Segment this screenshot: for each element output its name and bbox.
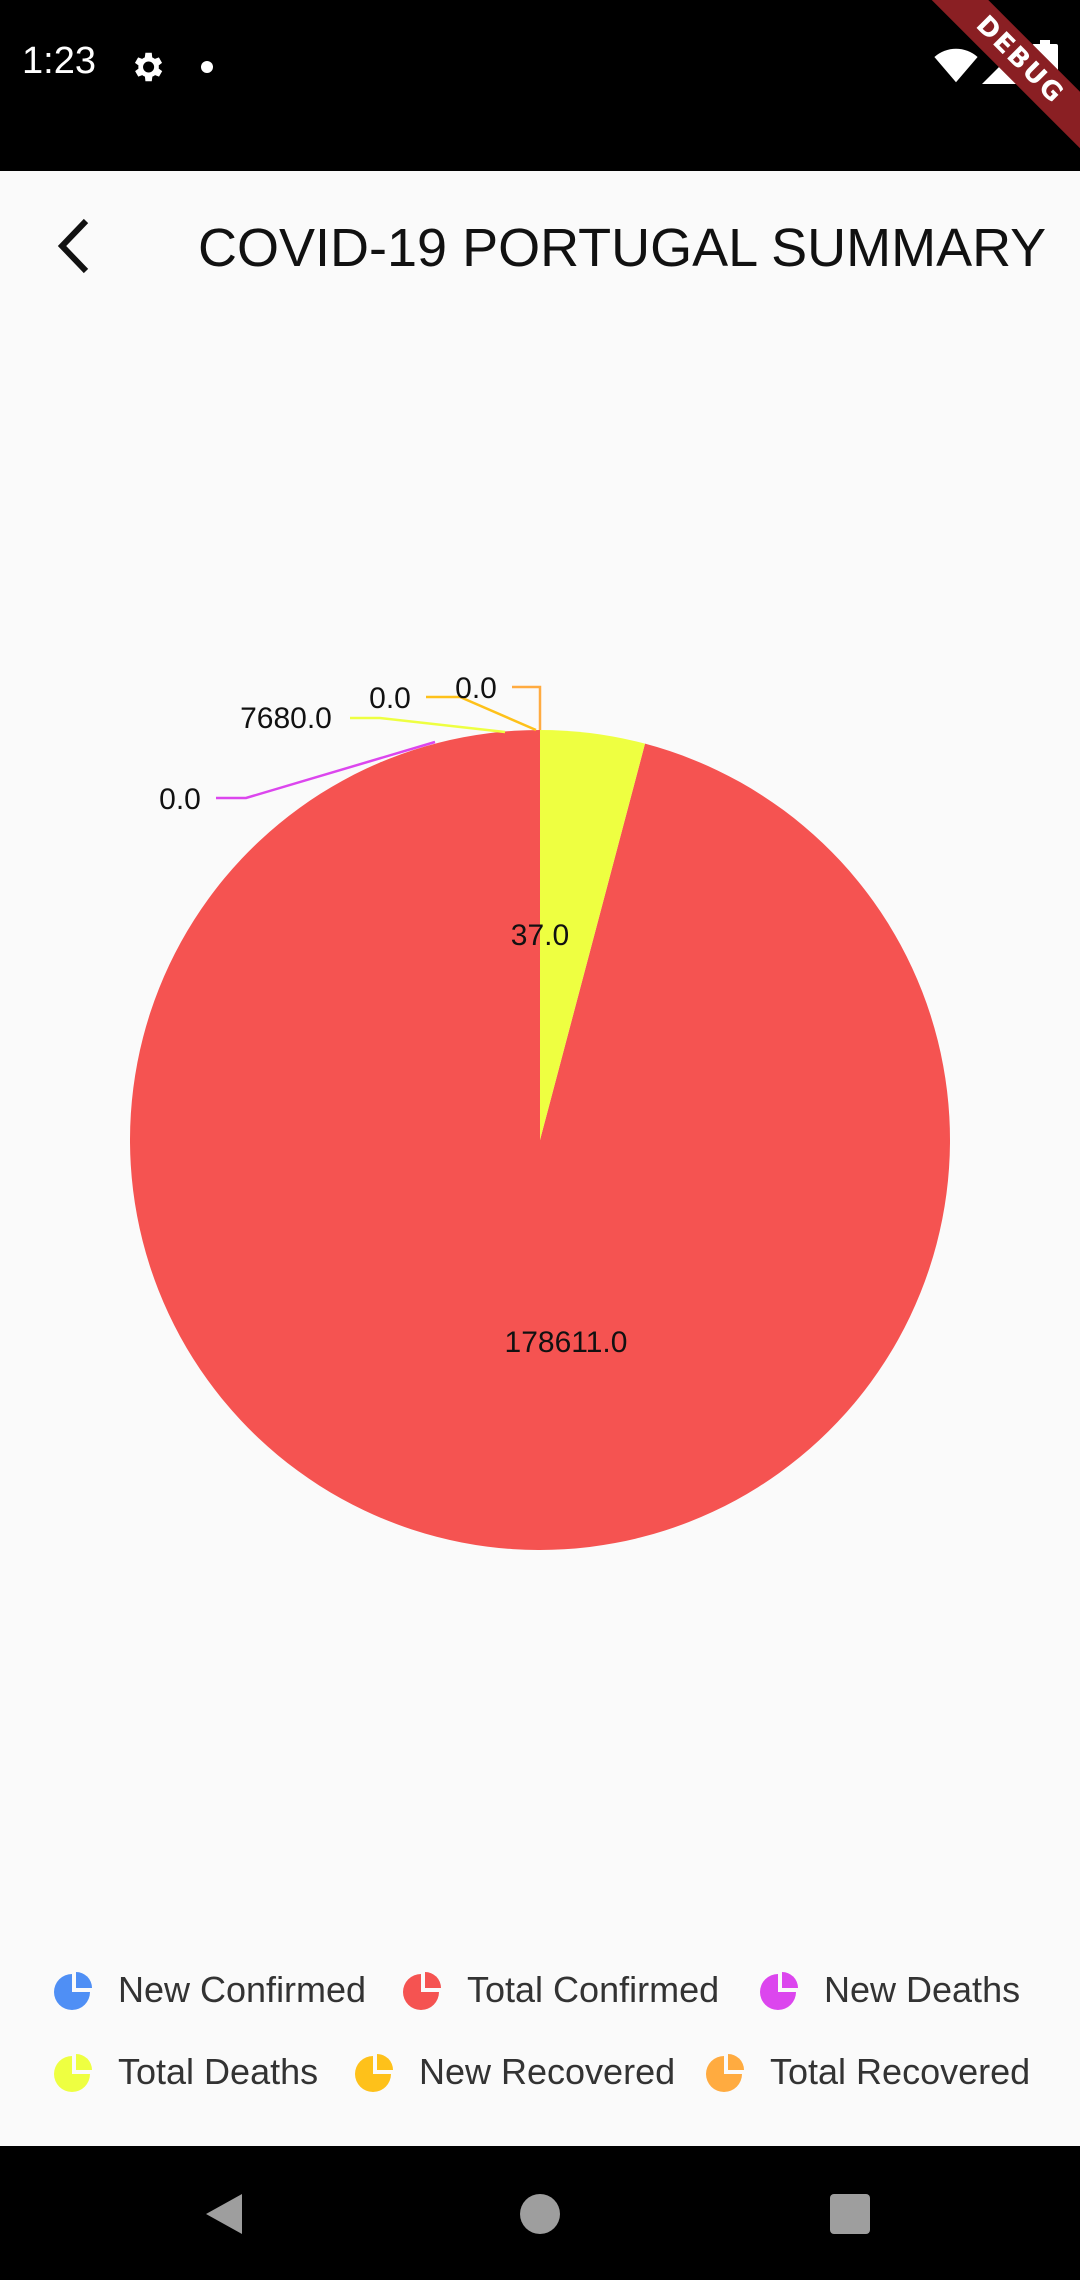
legend-item: New Deaths [760, 1960, 1020, 2020]
pie-icon [760, 1972, 798, 2010]
chevron-left-icon[interactable] [40, 211, 110, 281]
pie-icon [54, 1972, 92, 2010]
legend-item: Total Recovered [706, 2042, 1030, 2102]
data-label-total-deaths: 7680.0 [240, 702, 332, 735]
nav-bar [0, 2146, 1080, 2280]
data-label-total-recovered: 0.0 [455, 672, 497, 705]
legend-item: Total Confirmed [403, 1960, 719, 2020]
callout-line-new-deaths [216, 740, 436, 800]
back-triangle-icon[interactable] [202, 2192, 246, 2236]
page-title: COVID-19 PORTUGAL SUMMARY [198, 218, 1047, 278]
pie-icon [54, 2054, 92, 2092]
pie-slice-total-deaths [540, 730, 646, 1140]
legend-item: New Recovered [355, 2042, 675, 2102]
dot-icon [201, 61, 213, 73]
legend-item: New Confirmed [54, 1960, 366, 2020]
pie-icon [706, 2054, 744, 2092]
home-circle-icon[interactable] [518, 2192, 562, 2236]
pie-icon [355, 2054, 393, 2092]
callout-line-total-deaths [350, 716, 506, 734]
wifi-icon [934, 48, 978, 83]
legend-label: Total Confirmed [467, 1969, 720, 2010]
chart-legend: New Confirmed Total Confirmed New Deaths To… [0, 1960, 1080, 2140]
legend-label: Total Recovered [770, 2051, 1031, 2092]
legend-label: New Deaths [824, 1969, 1021, 2010]
legend-label: Total Deaths [118, 2051, 319, 2092]
app-bar: COVID-19 PORTUGAL SUMMARY [0, 171, 1080, 331]
data-label-inner: 37.0 [511, 919, 569, 952]
callout-line-total-recovered [512, 685, 542, 730]
legend-label: New Recovered [419, 2051, 676, 2092]
pie-icon [403, 1972, 441, 2010]
legend-item: Total Deaths [54, 2042, 318, 2102]
recents-square-icon[interactable] [828, 2192, 872, 2236]
legend-label: New Confirmed [118, 1969, 367, 2010]
gear-icon [134, 52, 163, 82]
data-label-total-confirmed: 178611.0 [505, 1326, 628, 1359]
data-label-new-deaths: 0.0 [159, 783, 201, 816]
status-time: 1:23 [22, 40, 96, 82]
data-label-new-recovered: 0.0 [369, 682, 411, 715]
callout-line-new-recovered [426, 695, 537, 732]
